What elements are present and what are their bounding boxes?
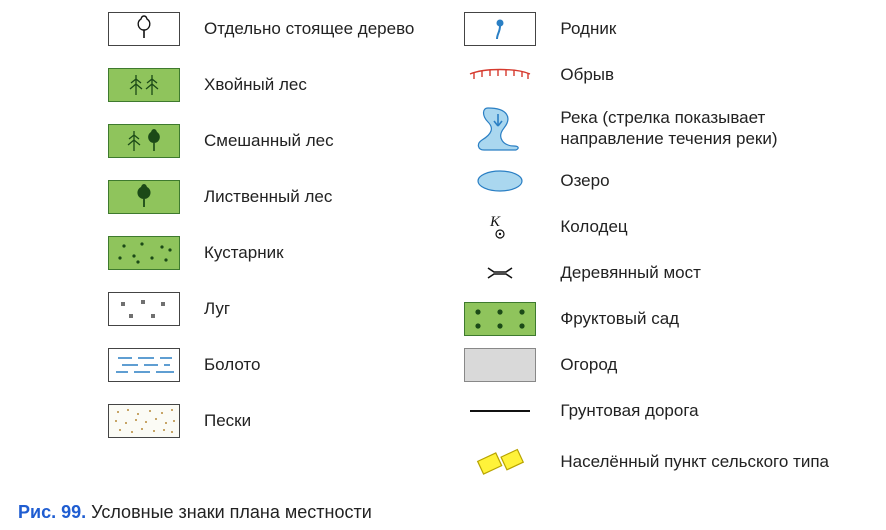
row-garden: Огород bbox=[464, 348, 840, 382]
swatch-shrub bbox=[108, 236, 180, 270]
row-wood-bridge: Деревянный мост bbox=[464, 256, 840, 290]
swatch-dirt-road bbox=[464, 394, 536, 428]
legend-grid: Отдельно стоящее дерево Хвойный лес bbox=[18, 12, 868, 484]
swatch-spring bbox=[464, 12, 536, 46]
row-orchard: Фруктовый сад bbox=[464, 302, 840, 336]
row-deciduous: Лиственный лес bbox=[108, 180, 414, 214]
swatch-orchard bbox=[464, 302, 536, 336]
swatch-conifer bbox=[108, 68, 180, 102]
label-conifer: Хвойный лес bbox=[204, 74, 307, 95]
label-deciduous: Лиственный лес bbox=[204, 186, 332, 207]
label-cliff: Обрыв bbox=[560, 64, 614, 85]
swatch-single-tree bbox=[108, 12, 180, 46]
row-mixed: Смешанный лес bbox=[108, 124, 414, 158]
row-conifer: Хвойный лес bbox=[108, 68, 414, 102]
swatch-lake bbox=[464, 164, 536, 198]
row-well: K Колодец bbox=[464, 210, 840, 244]
row-dirt-road: Грунтовая дорога bbox=[464, 394, 840, 428]
label-shrub: Кустарник bbox=[204, 242, 284, 263]
swatch-river bbox=[464, 104, 536, 152]
label-wood-bridge: Деревянный мост bbox=[560, 262, 701, 283]
swatch-village bbox=[464, 440, 536, 484]
swatch-mixed bbox=[108, 124, 180, 158]
swatch-deciduous bbox=[108, 180, 180, 214]
label-village: Населённый пункт сельского типа bbox=[560, 451, 829, 472]
swatch-swamp bbox=[108, 348, 180, 382]
label-mixed: Смешанный лес bbox=[204, 130, 334, 151]
row-cliff: Обрыв bbox=[464, 58, 840, 92]
swatch-garden bbox=[464, 348, 536, 382]
label-spring: Родник bbox=[560, 18, 616, 39]
row-spring: Родник bbox=[464, 12, 840, 46]
label-swamp: Болото bbox=[204, 354, 260, 375]
swatch-cliff bbox=[464, 58, 536, 92]
label-meadow: Луг bbox=[204, 298, 230, 319]
label-orchard: Фруктовый сад bbox=[560, 308, 679, 329]
label-sands: Пески bbox=[204, 410, 251, 431]
swatch-well: K bbox=[464, 210, 536, 244]
label-well: Колодец bbox=[560, 216, 627, 237]
row-lake: Озеро bbox=[464, 164, 840, 198]
label-single-tree: Отдельно стоящее дерево bbox=[204, 18, 414, 39]
row-single-tree: Отдельно стоящее дерево bbox=[108, 12, 414, 46]
row-shrub: Кустарник bbox=[108, 236, 414, 270]
figure-number: Рис. 99. bbox=[18, 502, 86, 522]
row-river: Река (стрелка показывает направление теч… bbox=[464, 104, 840, 152]
row-meadow: Луг bbox=[108, 292, 414, 326]
label-dirt-road: Грунтовая дорога bbox=[560, 400, 698, 421]
legend-col-left: Отдельно стоящее дерево Хвойный лес bbox=[18, 12, 414, 484]
swatch-sands bbox=[108, 404, 180, 438]
label-river: Река (стрелка показывает направление теч… bbox=[560, 107, 840, 150]
row-swamp: Болото bbox=[108, 348, 414, 382]
row-sands: Пески bbox=[108, 404, 414, 438]
row-village: Населённый пункт сельского типа bbox=[464, 440, 840, 484]
label-lake: Озеро bbox=[560, 170, 609, 191]
legend-col-right: Родник Обрыв Река (ст bbox=[454, 12, 840, 484]
label-garden: Огород bbox=[560, 354, 617, 375]
figure-caption-text: Условные знаки плана местности bbox=[91, 502, 372, 522]
swatch-wood-bridge bbox=[464, 256, 536, 290]
swatch-meadow bbox=[108, 292, 180, 326]
svg-text:K: K bbox=[489, 214, 501, 230]
figure-caption: Рис. 99. Условные знаки плана местности bbox=[18, 502, 868, 523]
